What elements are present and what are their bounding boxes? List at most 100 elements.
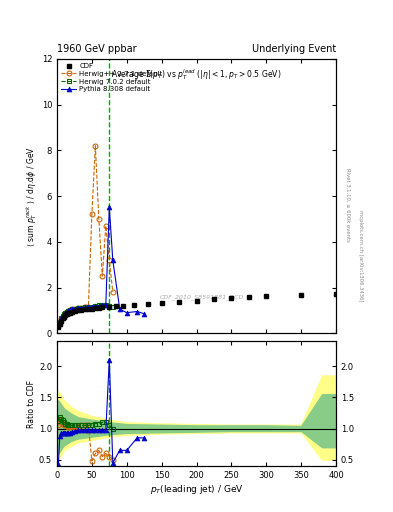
Pythia 8.308 default <box>103 302 108 308</box>
Pythia 8.308 default <box>110 257 115 263</box>
Text: Average $\Sigma(p_T)$ vs $p_T^{lead}$ ($|\eta| < 1$, $p_T > 0.5$ GeV): Average $\Sigma(p_T)$ vs $p_T^{lead}$ ($… <box>111 67 282 82</box>
Herwig++ 2.7.1 default <box>83 304 87 310</box>
CDF <box>67 310 72 316</box>
Pythia 8.308 default <box>73 306 77 312</box>
Pythia 8.308 default <box>100 302 105 308</box>
Herwig++ 2.7.1 default <box>60 314 65 320</box>
Herwig 7.0.2 default <box>63 310 68 316</box>
CDF <box>79 307 84 313</box>
Herwig 7.0.2 default <box>64 309 69 315</box>
Y-axis label: Ratio to CDF: Ratio to CDF <box>27 379 36 428</box>
Herwig 7.0.2 default <box>56 323 61 329</box>
Herwig++ 2.7.1 default <box>97 216 101 222</box>
CDF <box>62 313 66 319</box>
Pythia 8.308 default <box>70 306 75 312</box>
Herwig++ 2.7.1 default <box>73 306 77 312</box>
Herwig 7.0.2 default <box>100 302 105 308</box>
CDF <box>93 305 98 311</box>
CDF <box>159 300 164 306</box>
CDF <box>177 298 182 305</box>
Pythia 8.308 default <box>64 309 69 315</box>
Y-axis label: $\langle$ sum $p_T^{rack}$ $\rangle$ / d$\eta$.d$\phi$ / GeV: $\langle$ sum $p_T^{rack}$ $\rangle$ / d… <box>24 145 39 247</box>
Legend: CDF, Herwig++ 2.7.1 default, Herwig 7.0.2 default, Pythia 8.308 default: CDF, Herwig++ 2.7.1 default, Herwig 7.0.… <box>59 61 165 94</box>
Herwig 7.0.2 default <box>73 306 77 312</box>
Pythia 8.308 default <box>56 323 61 329</box>
Herwig 7.0.2 default <box>70 306 75 312</box>
Pythia 8.308 default <box>57 319 62 325</box>
Herwig++ 2.7.1 default <box>64 309 69 315</box>
Pythia 8.308 default <box>107 204 112 210</box>
CDF <box>73 308 77 314</box>
Pythia 8.308 default <box>135 308 140 314</box>
Pythia 8.308 default <box>66 308 70 314</box>
Pythia 8.308 default <box>79 305 84 311</box>
Line: CDF: CDF <box>56 291 338 329</box>
CDF <box>70 308 75 314</box>
CDF <box>56 324 61 330</box>
CDF <box>64 311 69 317</box>
Herwig++ 2.7.1 default <box>75 305 80 311</box>
Pythia 8.308 default <box>90 304 94 310</box>
Herwig++ 2.7.1 default <box>63 310 68 316</box>
Pythia 8.308 default <box>60 313 65 319</box>
CDF <box>107 304 112 310</box>
Herwig++ 2.7.1 default <box>107 257 112 263</box>
Text: 1960 GeV ppbar: 1960 GeV ppbar <box>57 44 137 54</box>
Herwig 7.0.2 default <box>59 315 64 322</box>
Pythia 8.308 default <box>75 305 80 311</box>
Herwig 7.0.2 default <box>103 302 108 308</box>
CDF <box>100 304 105 310</box>
Herwig 7.0.2 default <box>93 303 98 309</box>
Herwig 7.0.2 default <box>110 304 115 310</box>
Herwig 7.0.2 default <box>107 303 112 309</box>
CDF <box>264 293 269 300</box>
Text: mcplots.cern.ch [arXiv:1306.3436]: mcplots.cern.ch [arXiv:1306.3436] <box>358 210 363 302</box>
Herwig 7.0.2 default <box>83 304 87 310</box>
X-axis label: $p_T$(leading jet) / GeV: $p_T$(leading jet) / GeV <box>150 482 243 496</box>
Text: Rivet 3.1.10, ≥ 600k events: Rivet 3.1.10, ≥ 600k events <box>345 168 350 242</box>
Herwig++ 2.7.1 default <box>66 308 70 314</box>
Herwig++ 2.7.1 default <box>70 306 75 312</box>
CDF <box>83 306 87 312</box>
Herwig++ 2.7.1 default <box>103 223 108 229</box>
Herwig 7.0.2 default <box>67 307 72 313</box>
Pythia 8.308 default <box>124 310 129 316</box>
Herwig++ 2.7.1 default <box>59 316 64 322</box>
CDF <box>211 296 216 303</box>
CDF <box>114 304 119 310</box>
Herwig 7.0.2 default <box>86 304 91 310</box>
CDF <box>334 291 338 297</box>
Herwig 7.0.2 default <box>57 319 62 325</box>
CDF <box>121 303 126 309</box>
Pythia 8.308 default <box>97 303 101 309</box>
Herwig 7.0.2 default <box>62 311 66 317</box>
Pythia 8.308 default <box>62 311 66 317</box>
Herwig++ 2.7.1 default <box>100 273 105 279</box>
Pythia 8.308 default <box>59 315 64 322</box>
CDF <box>75 307 80 313</box>
Pythia 8.308 default <box>93 303 98 309</box>
Pythia 8.308 default <box>118 306 122 312</box>
Herwig++ 2.7.1 default <box>56 323 61 329</box>
Herwig 7.0.2 default <box>79 305 84 311</box>
CDF <box>131 302 136 308</box>
Herwig 7.0.2 default <box>75 305 80 311</box>
Herwig++ 2.7.1 default <box>79 305 84 311</box>
Herwig++ 2.7.1 default <box>67 307 72 313</box>
Herwig 7.0.2 default <box>66 308 70 314</box>
CDF <box>60 315 65 322</box>
Pythia 8.308 default <box>63 310 68 316</box>
Line: Herwig 7.0.2 default: Herwig 7.0.2 default <box>56 302 115 328</box>
CDF <box>86 306 91 312</box>
Text: CDF_2010_S8591881_QCD: CDF_2010_S8591881_QCD <box>160 294 244 301</box>
Line: Pythia 8.308 default: Pythia 8.308 default <box>56 205 147 328</box>
Pythia 8.308 default <box>67 307 72 313</box>
CDF <box>57 321 62 327</box>
Herwig++ 2.7.1 default <box>90 211 94 218</box>
Herwig++ 2.7.1 default <box>110 289 115 295</box>
Pythia 8.308 default <box>142 311 147 317</box>
CDF <box>97 305 101 311</box>
CDF <box>59 317 64 324</box>
Pythia 8.308 default <box>86 304 91 310</box>
Text: Underlying Event: Underlying Event <box>252 44 336 54</box>
